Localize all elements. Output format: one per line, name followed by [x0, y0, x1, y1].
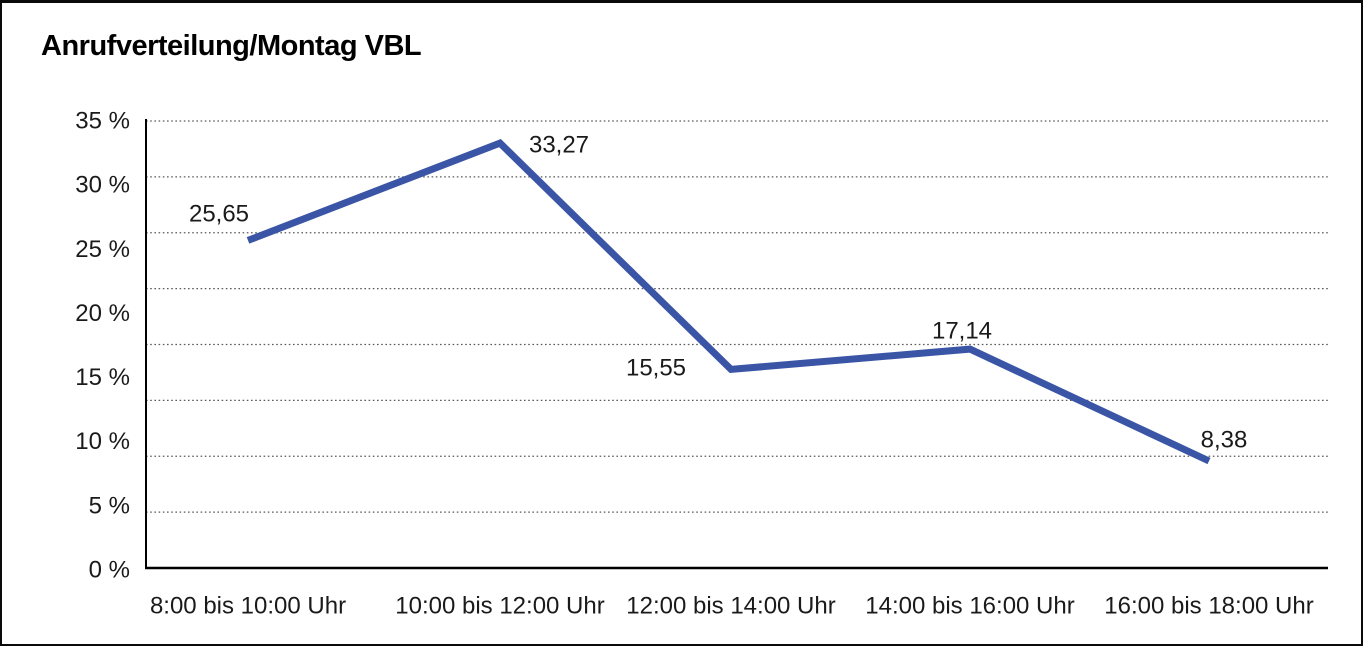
- data-point-label: 33,27: [529, 132, 589, 159]
- x-tick-label: 12:00 bis 14:00 Uhr: [626, 593, 835, 620]
- y-tick-label: 0 %: [89, 557, 130, 584]
- line-chart-canvas: 35 % 30 % 25 % 20 % 15 % 10 % 5 % 0 % 8:00 bis 1…: [75, 108, 1328, 620]
- y-tick-label: 5 %: [89, 492, 130, 519]
- data-point-label: 15,55: [626, 355, 686, 382]
- y-tick-label: 25 %: [75, 236, 130, 263]
- data-line: [246, 139, 1211, 465]
- data-point-label: 8,38: [1201, 427, 1248, 454]
- y-tick-label: 10 %: [75, 428, 130, 455]
- y-tick-label: 35 %: [75, 108, 130, 135]
- data-point-label: 25,65: [189, 201, 249, 228]
- data-point-label: 17,14: [932, 318, 992, 345]
- x-tick-label: 10:00 bis 12:00 Uhr: [395, 593, 604, 620]
- x-tick-label: 16:00 bis 18:00 Uhr: [1104, 593, 1313, 620]
- x-tick-label: 8:00 bis 10:00 Uhr: [150, 593, 346, 620]
- y-tick-label: 20 %: [75, 300, 130, 327]
- x-tick-label: 14:00 bis 16:00 Uhr: [865, 593, 1074, 620]
- y-tick-label: 30 %: [75, 172, 130, 199]
- y-tick-label: 15 %: [75, 364, 130, 391]
- chart-title: Anrufverteilung/Montag VBL: [41, 30, 422, 62]
